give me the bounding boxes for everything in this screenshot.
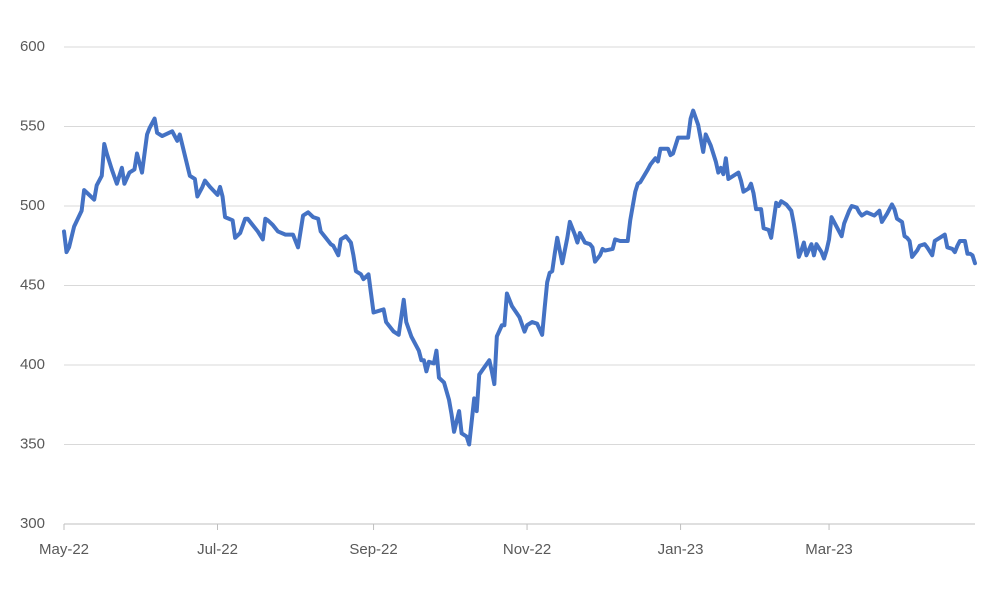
- y-tick-label: 400: [20, 356, 45, 373]
- y-tick-label: 550: [20, 117, 45, 134]
- x-tick-label: Sep-22: [349, 541, 397, 558]
- y-tick-label: 450: [20, 276, 45, 293]
- series-line: [62, 108, 977, 447]
- x-tick-label: Mar-23: [805, 541, 853, 558]
- y-tick-label: 300: [20, 515, 45, 532]
- y-tick-label: 600: [20, 38, 45, 55]
- x-tick-label: Jan-23: [658, 541, 704, 558]
- y-tick-label: 500: [20, 197, 45, 214]
- y-tick-label: 350: [20, 435, 45, 452]
- x-tick-label: Nov-22: [503, 541, 551, 558]
- x-tick-label: Jul-22: [197, 541, 238, 558]
- x-tick-label: May-22: [39, 541, 89, 558]
